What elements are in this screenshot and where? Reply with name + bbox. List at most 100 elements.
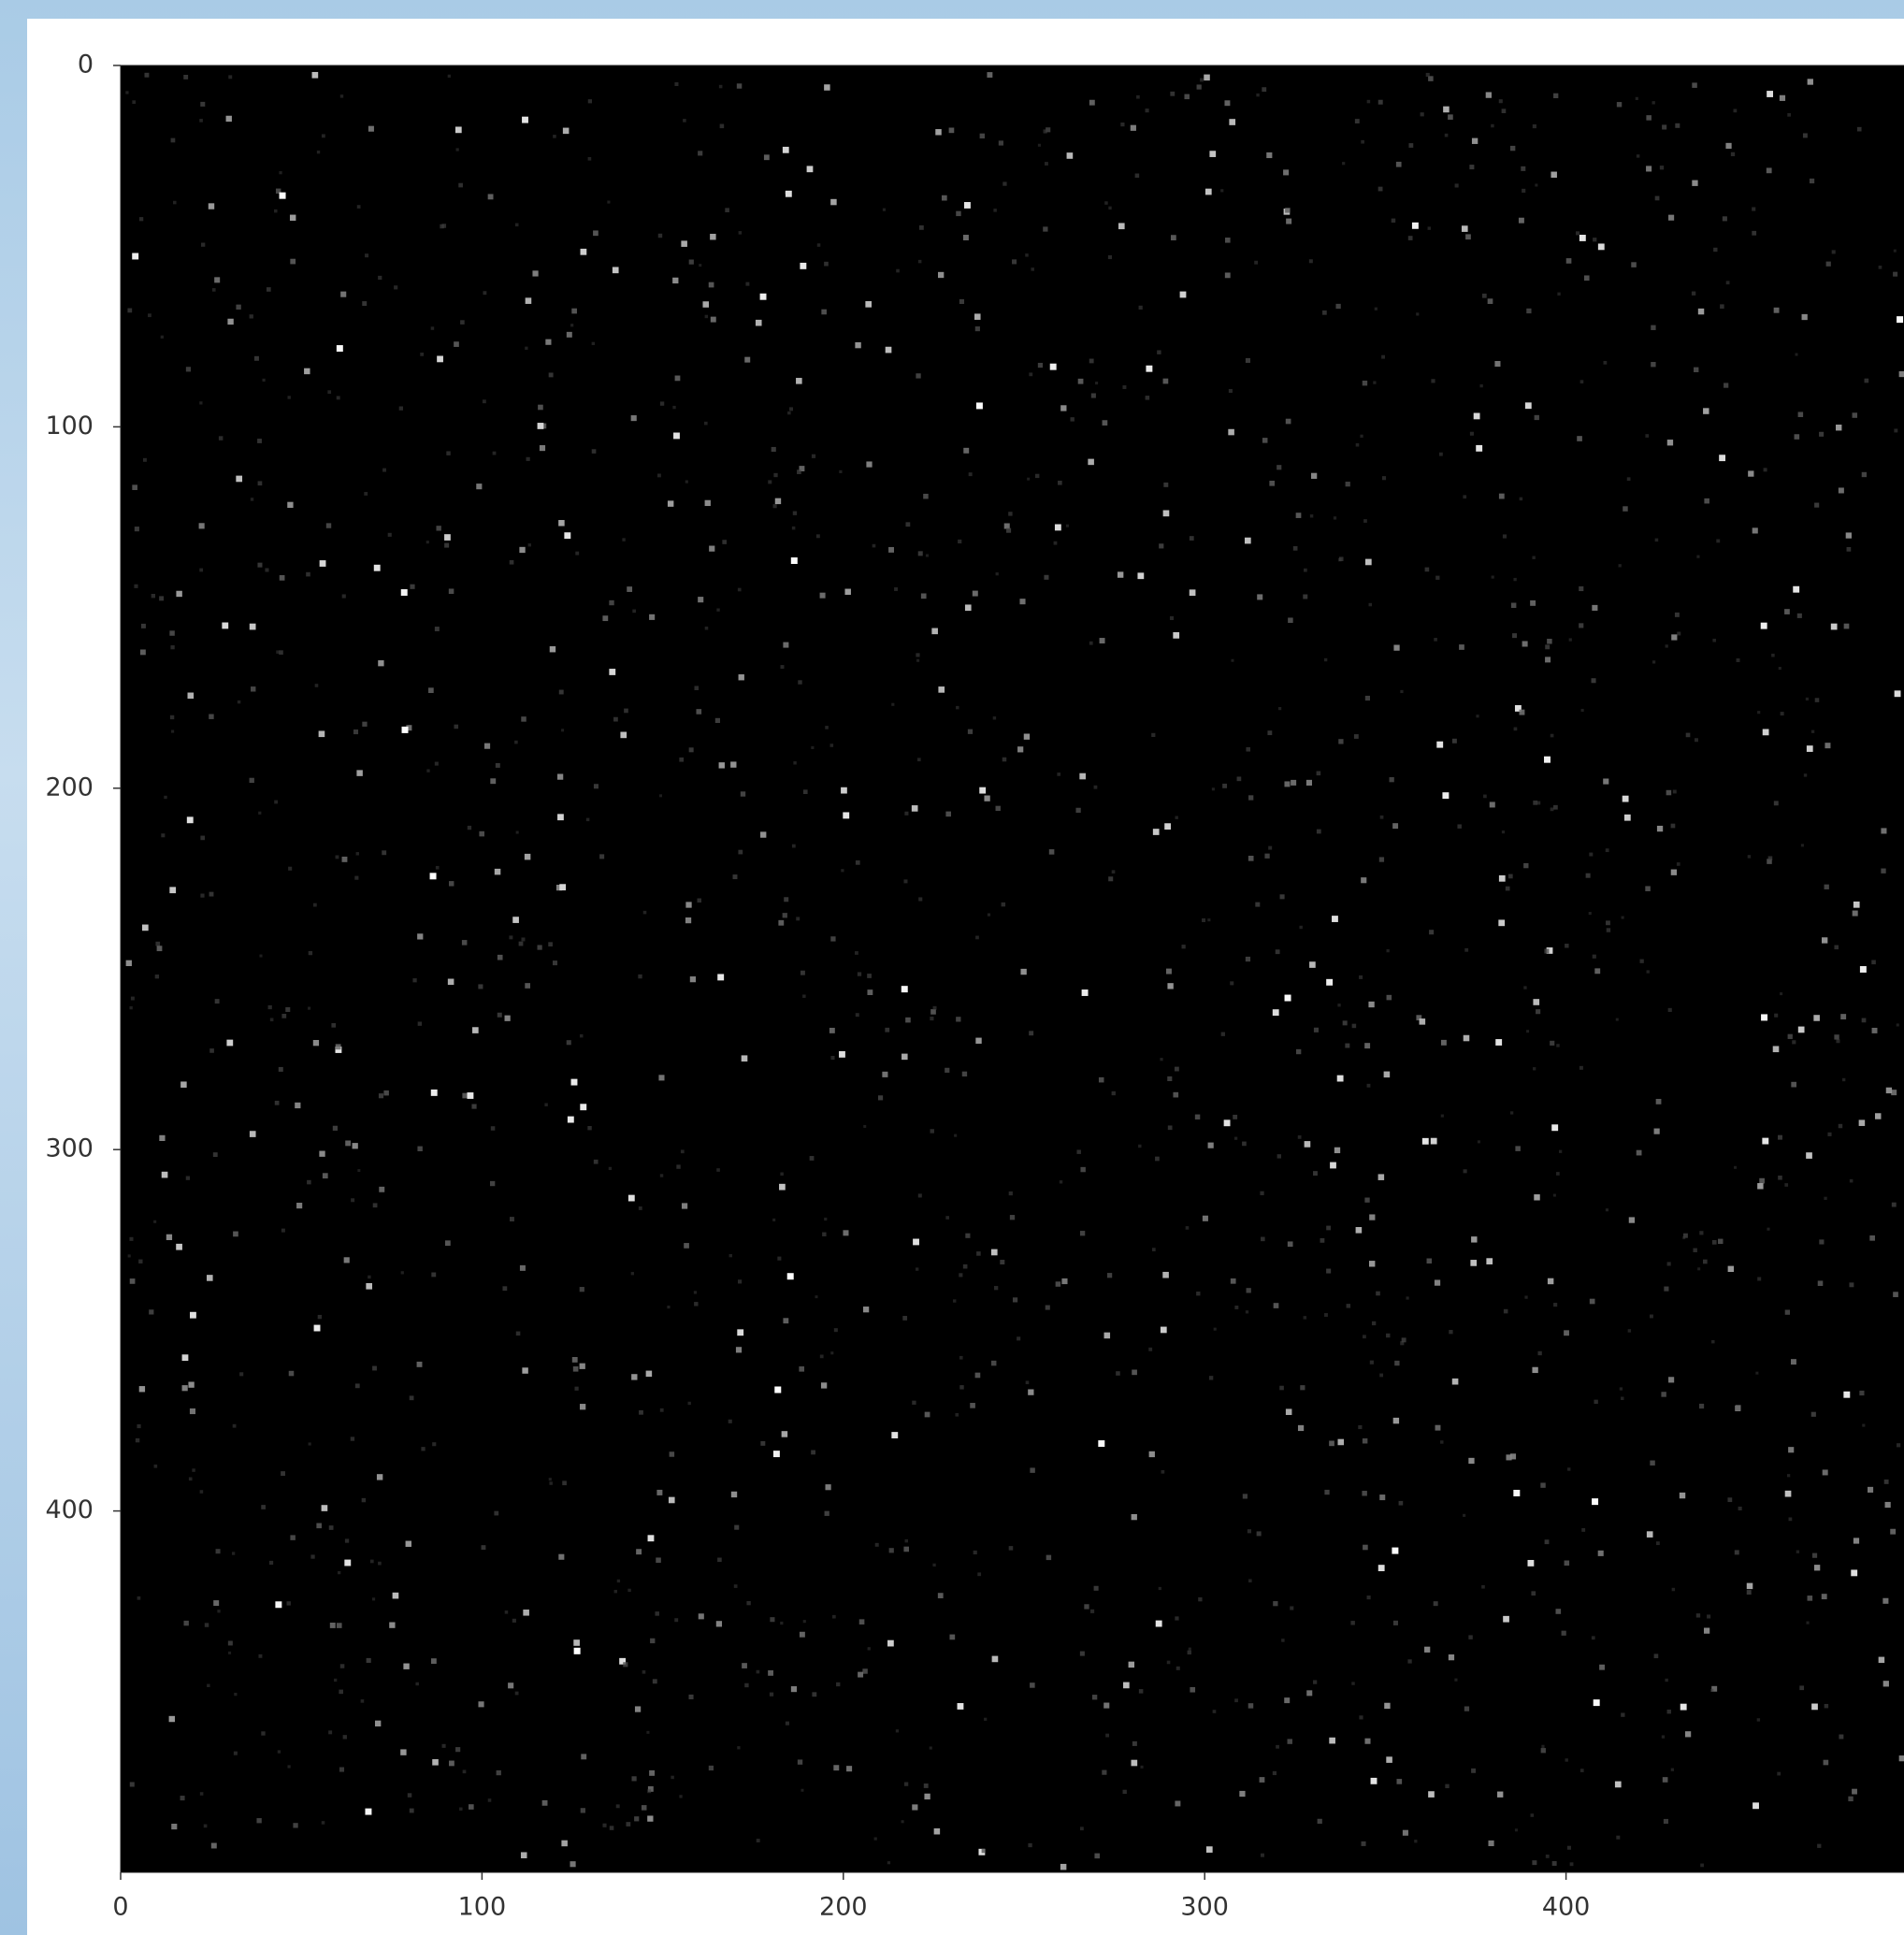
spot bbox=[1793, 586, 1799, 593]
spot bbox=[975, 326, 980, 331]
spot bbox=[1553, 94, 1558, 98]
spot bbox=[623, 1662, 627, 1667]
spot bbox=[1657, 826, 1663, 831]
spot bbox=[287, 1765, 290, 1768]
spot bbox=[773, 473, 777, 477]
spot bbox=[1879, 1657, 1885, 1664]
spot bbox=[1628, 1329, 1631, 1332]
spot bbox=[516, 830, 519, 833]
spot bbox=[636, 1549, 642, 1554]
spot bbox=[287, 1601, 291, 1605]
spot bbox=[780, 1172, 784, 1176]
spot bbox=[448, 979, 454, 986]
spot bbox=[417, 933, 423, 939]
spot bbox=[1654, 1129, 1660, 1134]
spot bbox=[1381, 355, 1385, 359]
spot bbox=[1370, 1361, 1374, 1365]
spot bbox=[1779, 667, 1781, 670]
spot bbox=[1163, 483, 1168, 487]
spot bbox=[212, 288, 216, 292]
spot bbox=[1184, 94, 1189, 99]
spot bbox=[1303, 595, 1307, 599]
spot bbox=[528, 543, 531, 546]
spot bbox=[1752, 207, 1755, 210]
spot bbox=[1534, 1194, 1539, 1200]
spot bbox=[337, 396, 340, 399]
spot bbox=[209, 203, 214, 209]
spot bbox=[975, 1373, 981, 1379]
spot bbox=[1894, 250, 1897, 253]
spot bbox=[1791, 1359, 1796, 1365]
spot bbox=[170, 645, 174, 649]
spot bbox=[1276, 1745, 1279, 1749]
spot bbox=[902, 1054, 908, 1061]
spot bbox=[545, 339, 551, 345]
spot bbox=[280, 193, 286, 199]
spot bbox=[1030, 1467, 1034, 1472]
spot bbox=[1334, 516, 1336, 519]
spot bbox=[1556, 1044, 1559, 1047]
spot bbox=[367, 1658, 371, 1663]
spot bbox=[1013, 1297, 1017, 1302]
spot bbox=[254, 356, 259, 361]
spot bbox=[773, 504, 777, 508]
spot bbox=[912, 1401, 916, 1405]
spot bbox=[1044, 575, 1048, 580]
spot bbox=[1402, 1337, 1406, 1342]
spot bbox=[331, 1023, 336, 1028]
spot bbox=[1278, 707, 1281, 710]
spot bbox=[1557, 293, 1560, 296]
spot bbox=[1208, 1143, 1214, 1148]
spot bbox=[340, 94, 343, 97]
spot bbox=[339, 1690, 343, 1695]
y-tick-label: 400 bbox=[45, 1495, 94, 1524]
spot bbox=[1425, 568, 1430, 572]
spot bbox=[581, 1808, 585, 1812]
spot bbox=[488, 194, 494, 199]
spot bbox=[613, 717, 618, 722]
spot bbox=[787, 412, 791, 415]
spot bbox=[1693, 1249, 1696, 1252]
spot bbox=[858, 972, 861, 975]
spot bbox=[199, 569, 203, 572]
spot bbox=[717, 1558, 722, 1563]
spot bbox=[632, 610, 636, 614]
spot bbox=[258, 812, 261, 815]
spot bbox=[1045, 162, 1048, 166]
spot bbox=[1818, 1280, 1824, 1286]
spot bbox=[672, 278, 678, 283]
spot bbox=[180, 1081, 187, 1088]
spot bbox=[1660, 166, 1664, 169]
spot bbox=[1748, 855, 1751, 858]
spot bbox=[1581, 709, 1584, 712]
spot bbox=[1586, 874, 1591, 878]
spot bbox=[839, 1051, 845, 1058]
spot bbox=[1290, 1606, 1293, 1610]
spot bbox=[1459, 644, 1464, 650]
spot bbox=[1261, 1854, 1264, 1857]
spot bbox=[1789, 1517, 1793, 1521]
spot bbox=[250, 624, 256, 630]
spot bbox=[1228, 429, 1234, 436]
spot bbox=[1527, 1560, 1534, 1567]
spot bbox=[316, 1523, 322, 1529]
spot bbox=[904, 812, 908, 816]
spot bbox=[1365, 696, 1370, 700]
spot bbox=[463, 1769, 467, 1773]
spot bbox=[1246, 358, 1250, 363]
spot bbox=[132, 253, 138, 260]
spot bbox=[1076, 1149, 1080, 1153]
spot bbox=[815, 1295, 818, 1298]
spot bbox=[791, 557, 798, 564]
spot bbox=[1862, 1423, 1865, 1426]
spot bbox=[338, 1571, 340, 1574]
spot bbox=[1617, 102, 1622, 107]
spot bbox=[863, 1307, 869, 1312]
spot bbox=[962, 1072, 967, 1076]
spot bbox=[1668, 1377, 1674, 1382]
spot bbox=[495, 869, 501, 875]
spot bbox=[259, 955, 262, 958]
spot bbox=[1525, 402, 1532, 409]
spot bbox=[918, 897, 922, 901]
spot bbox=[855, 951, 858, 955]
